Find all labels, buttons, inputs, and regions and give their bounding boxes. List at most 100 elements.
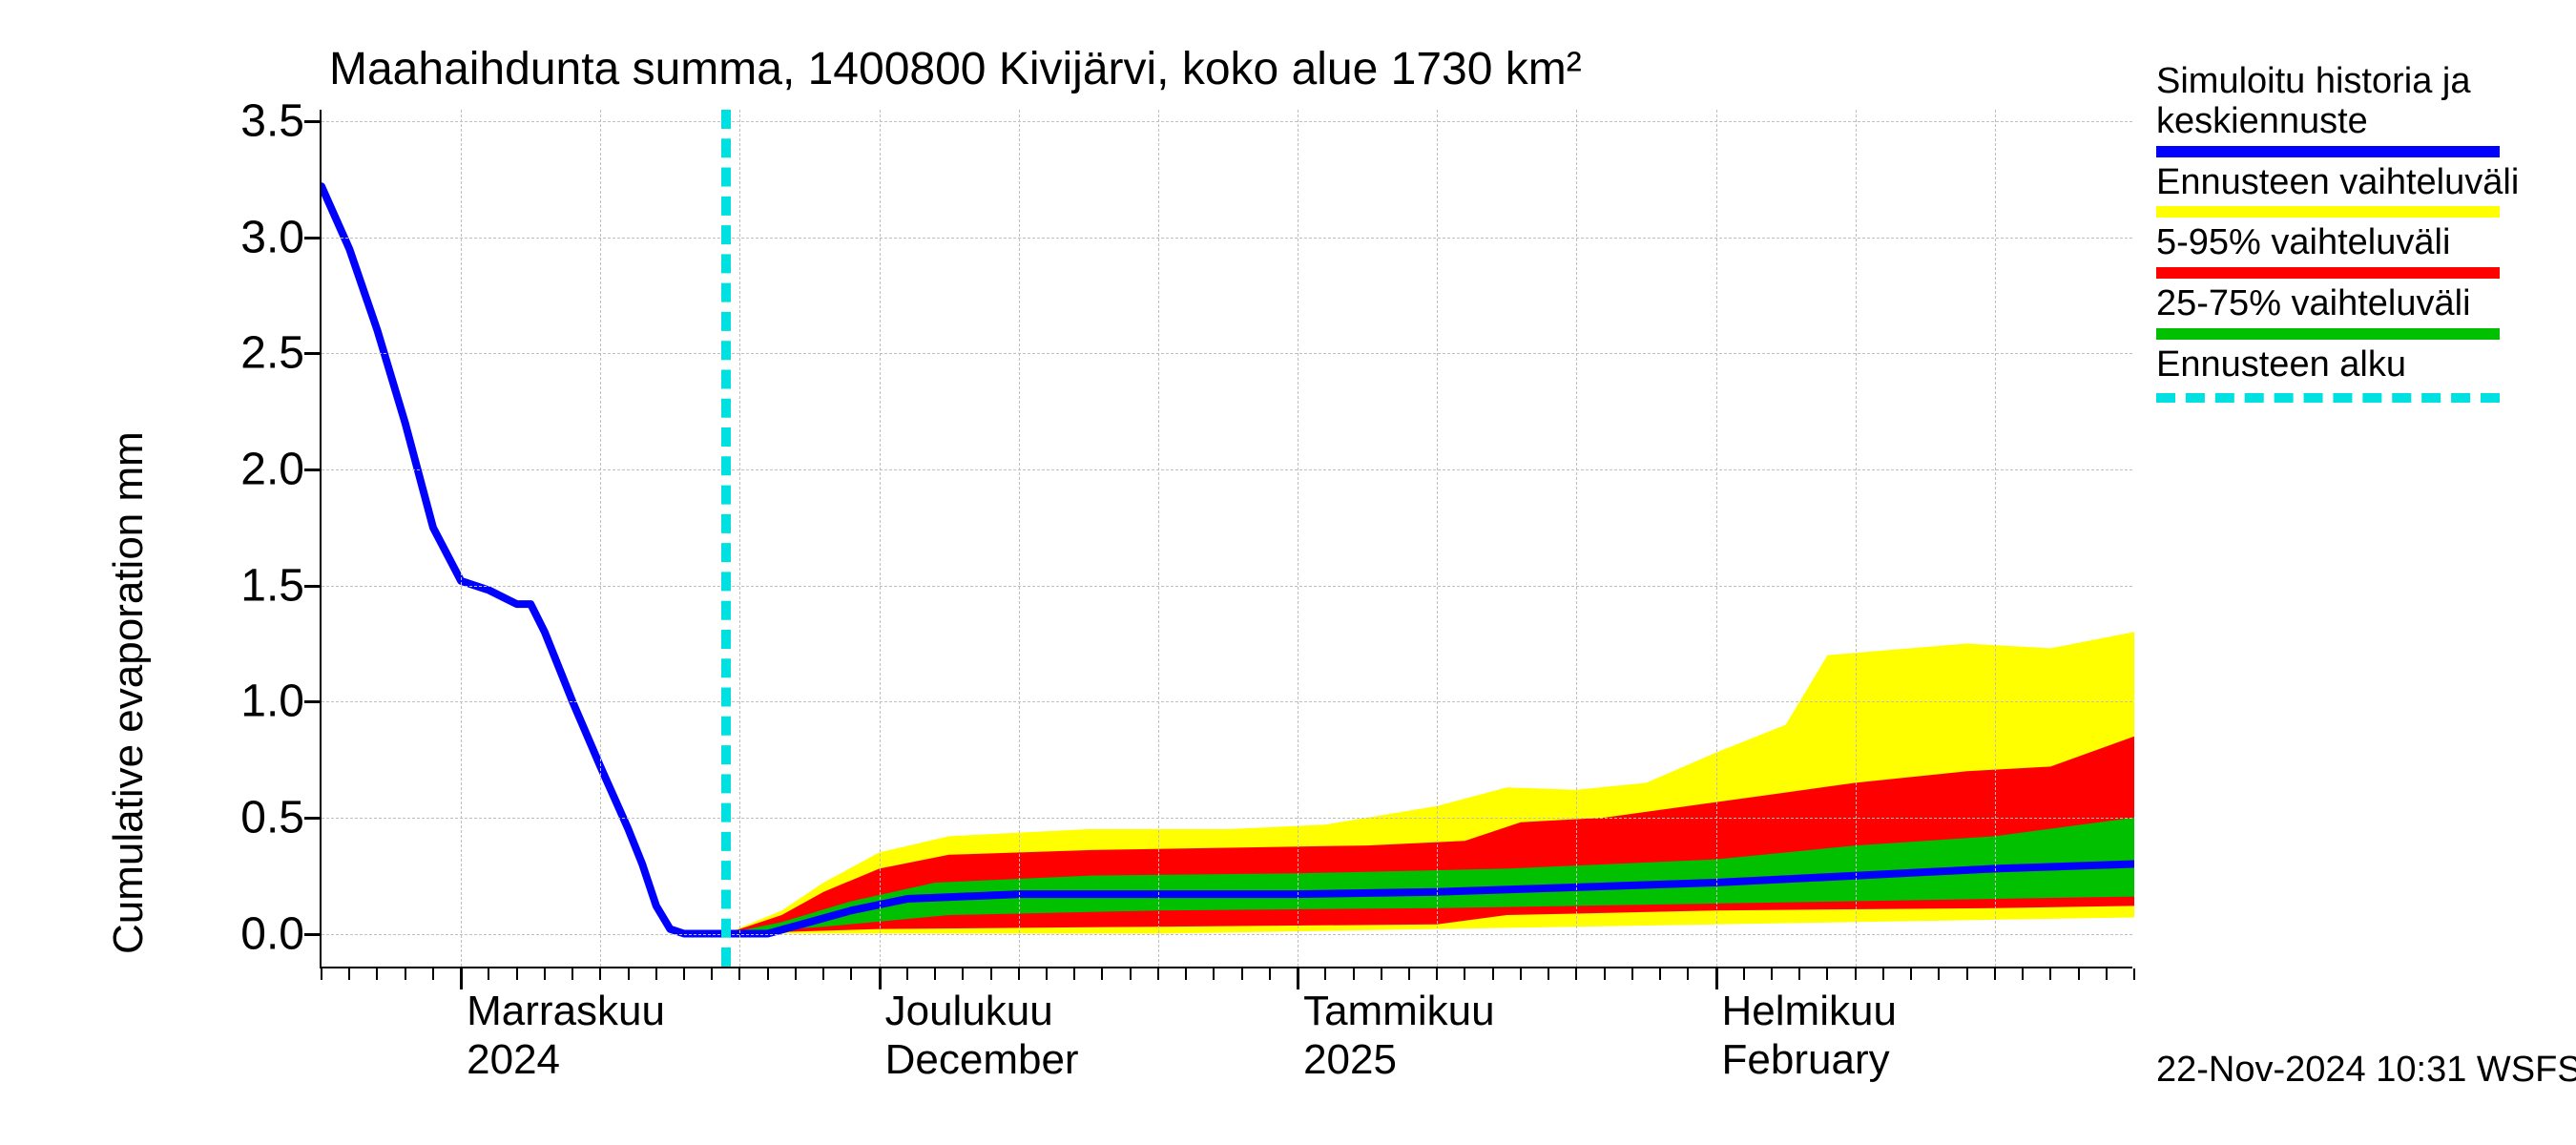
x-minor-tick	[1548, 968, 1549, 980]
grid-h	[322, 934, 2132, 935]
x-minor-tick	[1826, 968, 1828, 980]
y-tick-mark	[304, 933, 322, 936]
x-minor-tick	[1324, 968, 1326, 980]
x-minor-tick	[738, 968, 740, 980]
evaporation-forecast-chart: Maahaihdunta summa, 1400800 Kivijärvi, k…	[0, 0, 2576, 1145]
x-minor-tick	[655, 968, 657, 980]
x-tick-label: Marraskuu2024	[467, 988, 665, 1084]
grid-v	[739, 110, 740, 967]
grid-v	[1437, 110, 1438, 967]
legend-item: Ennusteen alku	[2156, 345, 2519, 403]
x-minor-tick	[2106, 968, 2108, 980]
x-minor-tick	[348, 968, 350, 980]
x-minor-tick	[1575, 968, 1577, 980]
x-minor-tick	[1269, 968, 1271, 980]
x-major-tick	[460, 968, 463, 989]
x-tick-label-top: Tammikuu	[1303, 988, 1495, 1036]
data-layer	[322, 110, 2134, 968]
grid-v	[880, 110, 881, 967]
grid-v	[1019, 110, 1020, 967]
x-minor-tick	[1157, 968, 1159, 980]
y-tick-label: 1.0	[240, 676, 304, 728]
legend-label: 25-75% vaihteluväli	[2156, 284, 2519, 324]
x-minor-tick	[1436, 968, 1438, 980]
x-minor-tick	[850, 968, 852, 980]
legend-swatch	[2156, 328, 2500, 340]
x-minor-tick	[1353, 968, 1355, 980]
grid-v	[1856, 110, 1857, 967]
grid-h	[322, 353, 2132, 354]
x-minor-tick	[906, 968, 908, 980]
x-minor-tick	[1381, 968, 1382, 980]
x-minor-tick	[2049, 968, 2051, 980]
x-minor-tick	[628, 968, 630, 980]
history-line	[322, 186, 726, 933]
x-minor-tick	[516, 968, 518, 980]
x-minor-tick	[1604, 968, 1606, 980]
timestamp: 22-Nov-2024 10:31 WSFS-O	[2156, 1050, 2576, 1091]
x-minor-tick	[376, 968, 378, 980]
legend-item: 25-75% vaihteluväli	[2156, 284, 2519, 340]
x-minor-tick	[599, 968, 601, 980]
grid-v	[600, 110, 601, 967]
y-tick-label: 2.0	[240, 444, 304, 496]
x-minor-tick	[1408, 968, 1410, 980]
x-major-tick	[1715, 968, 1718, 989]
x-tick-label-bottom: February	[1722, 1036, 1897, 1085]
x-minor-tick	[1520, 968, 1522, 980]
legend-label: 5-95% vaihteluväli	[2156, 223, 2519, 263]
y-tick-mark	[304, 817, 322, 820]
y-tick-label: 3.5	[240, 95, 304, 148]
x-major-tick	[879, 968, 882, 989]
legend-item: Ennusteen vaihteluväli	[2156, 163, 2519, 219]
grid-h	[322, 701, 2132, 702]
x-minor-tick	[432, 968, 434, 980]
x-tick-label-bottom: December	[885, 1036, 1079, 1085]
y-tick-mark	[304, 120, 322, 123]
y-tick-label: 0.5	[240, 791, 304, 843]
legend-swatch	[2156, 393, 2500, 403]
y-tick-label: 3.0	[240, 211, 304, 263]
grid-v	[1995, 110, 1996, 967]
grid-v	[1716, 110, 1717, 967]
x-minor-tick	[1743, 968, 1745, 980]
grid-h	[322, 818, 2132, 819]
x-minor-tick	[1241, 968, 1243, 980]
x-major-tick	[1297, 968, 1299, 989]
x-minor-tick	[934, 968, 936, 980]
x-tick-label-bottom: 2025	[1303, 1036, 1495, 1085]
grid-v	[461, 110, 462, 967]
x-minor-tick	[1492, 968, 1494, 980]
x-minor-tick	[488, 968, 489, 980]
x-minor-tick	[1771, 968, 1773, 980]
x-minor-tick	[405, 968, 406, 980]
x-minor-tick	[1938, 968, 1940, 980]
x-minor-tick	[795, 968, 797, 980]
x-minor-tick	[571, 968, 573, 980]
x-minor-tick	[1185, 968, 1187, 980]
legend-item: Simuloitu historia ja keskiennuste	[2156, 62, 2519, 157]
grid-h	[322, 121, 2132, 122]
grid-v	[1158, 110, 1159, 967]
x-minor-tick	[2078, 968, 2080, 980]
x-minor-tick	[1882, 968, 1884, 980]
x-tick-label-top: Marraskuu	[467, 988, 665, 1036]
legend-item: 5-95% vaihteluväli	[2156, 223, 2519, 279]
x-tick-label-top: Helmikuu	[1722, 988, 1897, 1036]
x-minor-tick	[1213, 968, 1215, 980]
legend: Simuloitu historia ja keskiennuste Ennust…	[2156, 62, 2519, 408]
chart-title: Maahaihdunta summa, 1400800 Kivijärvi, k…	[329, 43, 1582, 95]
plot-area: 0.00.51.01.52.02.53.03.5Marraskuu2024Jou…	[320, 110, 2132, 968]
grid-v	[1576, 110, 1577, 967]
x-minor-tick	[1073, 968, 1075, 980]
x-tick-label: HelmikuuFebruary	[1722, 988, 1897, 1084]
x-minor-tick	[1631, 968, 1633, 980]
y-tick-mark	[304, 585, 322, 588]
y-tick-mark	[304, 352, 322, 355]
grid-h	[322, 469, 2132, 470]
x-minor-tick	[1910, 968, 1912, 980]
y-tick-label: 1.5	[240, 559, 304, 612]
x-tick-label: Tammikuu2025	[1303, 988, 1495, 1084]
x-minor-tick	[321, 968, 322, 980]
x-minor-tick	[2133, 968, 2135, 980]
